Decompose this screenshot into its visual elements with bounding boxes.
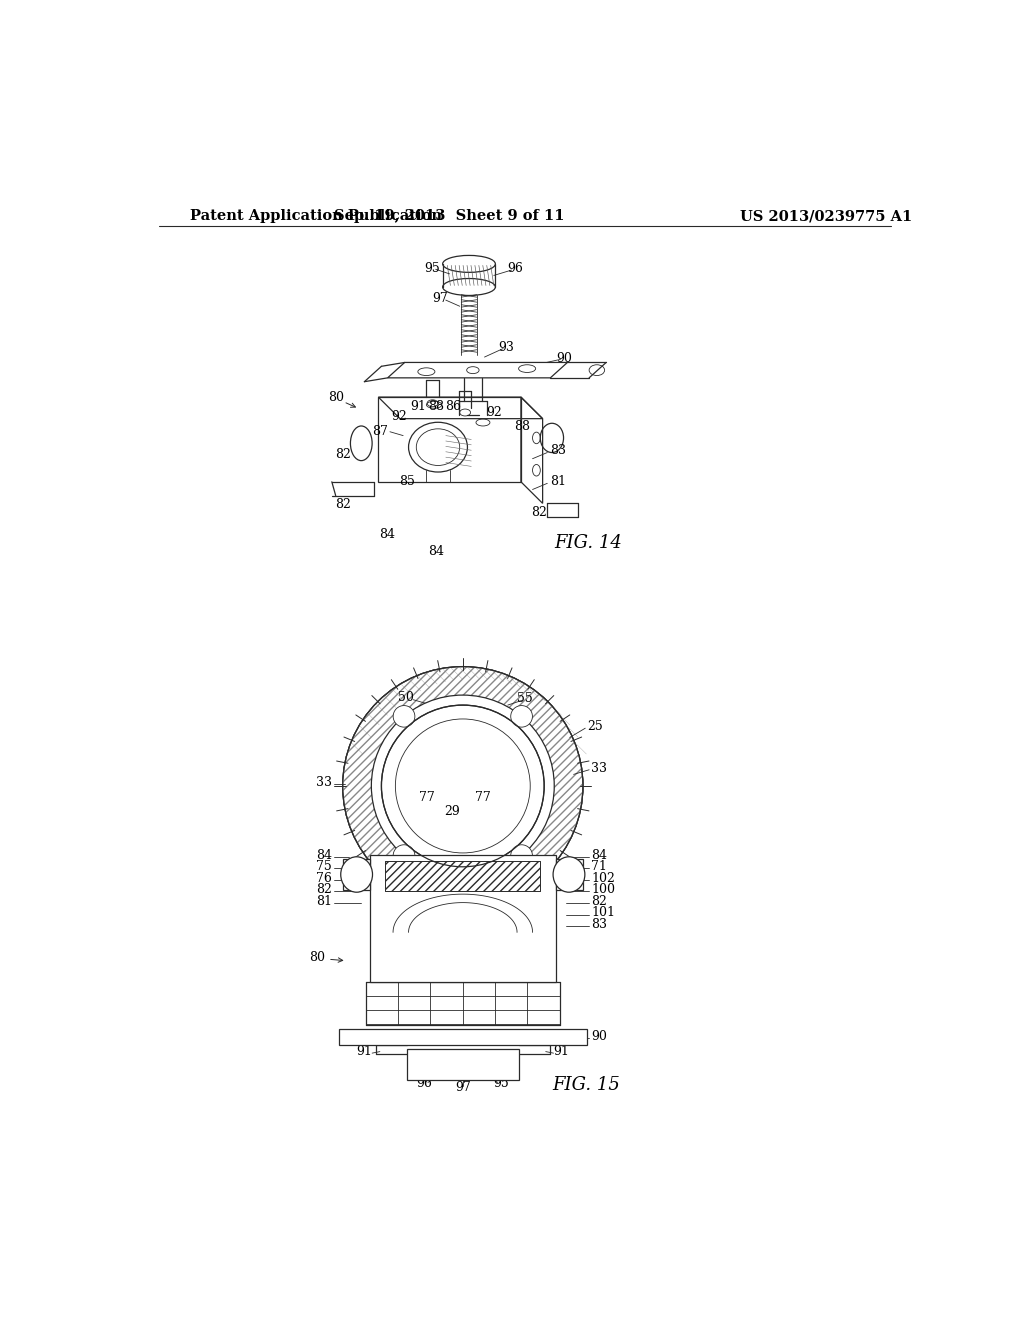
Ellipse shape — [511, 845, 532, 866]
Text: 71: 71 — [592, 861, 607, 874]
Text: 84: 84 — [428, 545, 443, 557]
Text: 29: 29 — [444, 805, 460, 818]
Text: 86: 86 — [445, 400, 462, 413]
Bar — [385, 862, 541, 891]
Text: 84: 84 — [592, 849, 607, 862]
Ellipse shape — [553, 857, 585, 892]
Text: 102: 102 — [592, 871, 615, 884]
Text: 77: 77 — [475, 791, 490, 804]
Text: Patent Application Publication: Patent Application Publication — [190, 209, 442, 223]
Text: 91: 91 — [411, 400, 427, 413]
Polygon shape — [343, 859, 370, 890]
Text: 92: 92 — [486, 407, 503, 418]
Bar — [407, 1049, 519, 1080]
Text: 82: 82 — [592, 895, 607, 908]
Text: 88: 88 — [428, 400, 444, 413]
Text: 50: 50 — [397, 690, 414, 704]
Ellipse shape — [511, 706, 532, 727]
Text: 81: 81 — [315, 895, 332, 908]
Text: FIG. 14: FIG. 14 — [554, 535, 623, 552]
Text: 33: 33 — [315, 776, 332, 788]
Text: 81: 81 — [550, 475, 566, 488]
Text: 97: 97 — [455, 1081, 471, 1094]
Text: Sep. 19, 2013  Sheet 9 of 11: Sep. 19, 2013 Sheet 9 of 11 — [335, 209, 565, 223]
Text: 75: 75 — [316, 861, 332, 874]
Ellipse shape — [393, 706, 415, 727]
Text: 97: 97 — [432, 292, 449, 305]
Text: 82: 82 — [531, 506, 547, 519]
Text: 96: 96 — [416, 1077, 432, 1090]
Text: 91: 91 — [356, 1045, 373, 1059]
Text: US 2013/0239775 A1: US 2013/0239775 A1 — [740, 209, 912, 223]
Text: 77: 77 — [419, 791, 434, 804]
Text: 33: 33 — [592, 762, 607, 775]
Text: 88: 88 — [514, 420, 530, 433]
Bar — [339, 1028, 587, 1045]
Text: 91: 91 — [553, 1045, 569, 1059]
Text: 87: 87 — [372, 425, 388, 438]
Text: 100: 100 — [592, 883, 615, 896]
Text: 82: 82 — [335, 499, 351, 511]
Ellipse shape — [343, 667, 583, 906]
Ellipse shape — [341, 857, 373, 892]
Text: 83: 83 — [550, 445, 566, 458]
Text: 101: 101 — [592, 907, 615, 920]
Text: 82: 82 — [335, 449, 351, 462]
Text: 90: 90 — [592, 1031, 607, 1044]
Bar — [385, 862, 541, 891]
Text: 93: 93 — [499, 341, 514, 354]
Bar — [370, 855, 556, 982]
Text: 85: 85 — [399, 475, 415, 488]
Text: 92: 92 — [391, 409, 408, 422]
Text: 80: 80 — [328, 391, 344, 404]
Text: 76: 76 — [316, 871, 332, 884]
Text: 95: 95 — [494, 1077, 509, 1090]
Text: 84: 84 — [380, 528, 395, 541]
Text: 84: 84 — [315, 849, 332, 862]
Text: 83: 83 — [592, 917, 607, 931]
Text: 82: 82 — [316, 883, 332, 896]
Ellipse shape — [372, 696, 554, 876]
Ellipse shape — [393, 845, 415, 866]
Text: FIG. 15: FIG. 15 — [553, 1077, 621, 1094]
Text: 80: 80 — [309, 952, 326, 964]
Text: 25: 25 — [587, 721, 602, 733]
Text: 73: 73 — [455, 937, 471, 950]
Text: 90: 90 — [556, 352, 572, 366]
Text: 96: 96 — [508, 261, 523, 275]
Text: 95: 95 — [424, 261, 439, 275]
Text: 55: 55 — [517, 693, 532, 705]
Polygon shape — [556, 859, 583, 890]
